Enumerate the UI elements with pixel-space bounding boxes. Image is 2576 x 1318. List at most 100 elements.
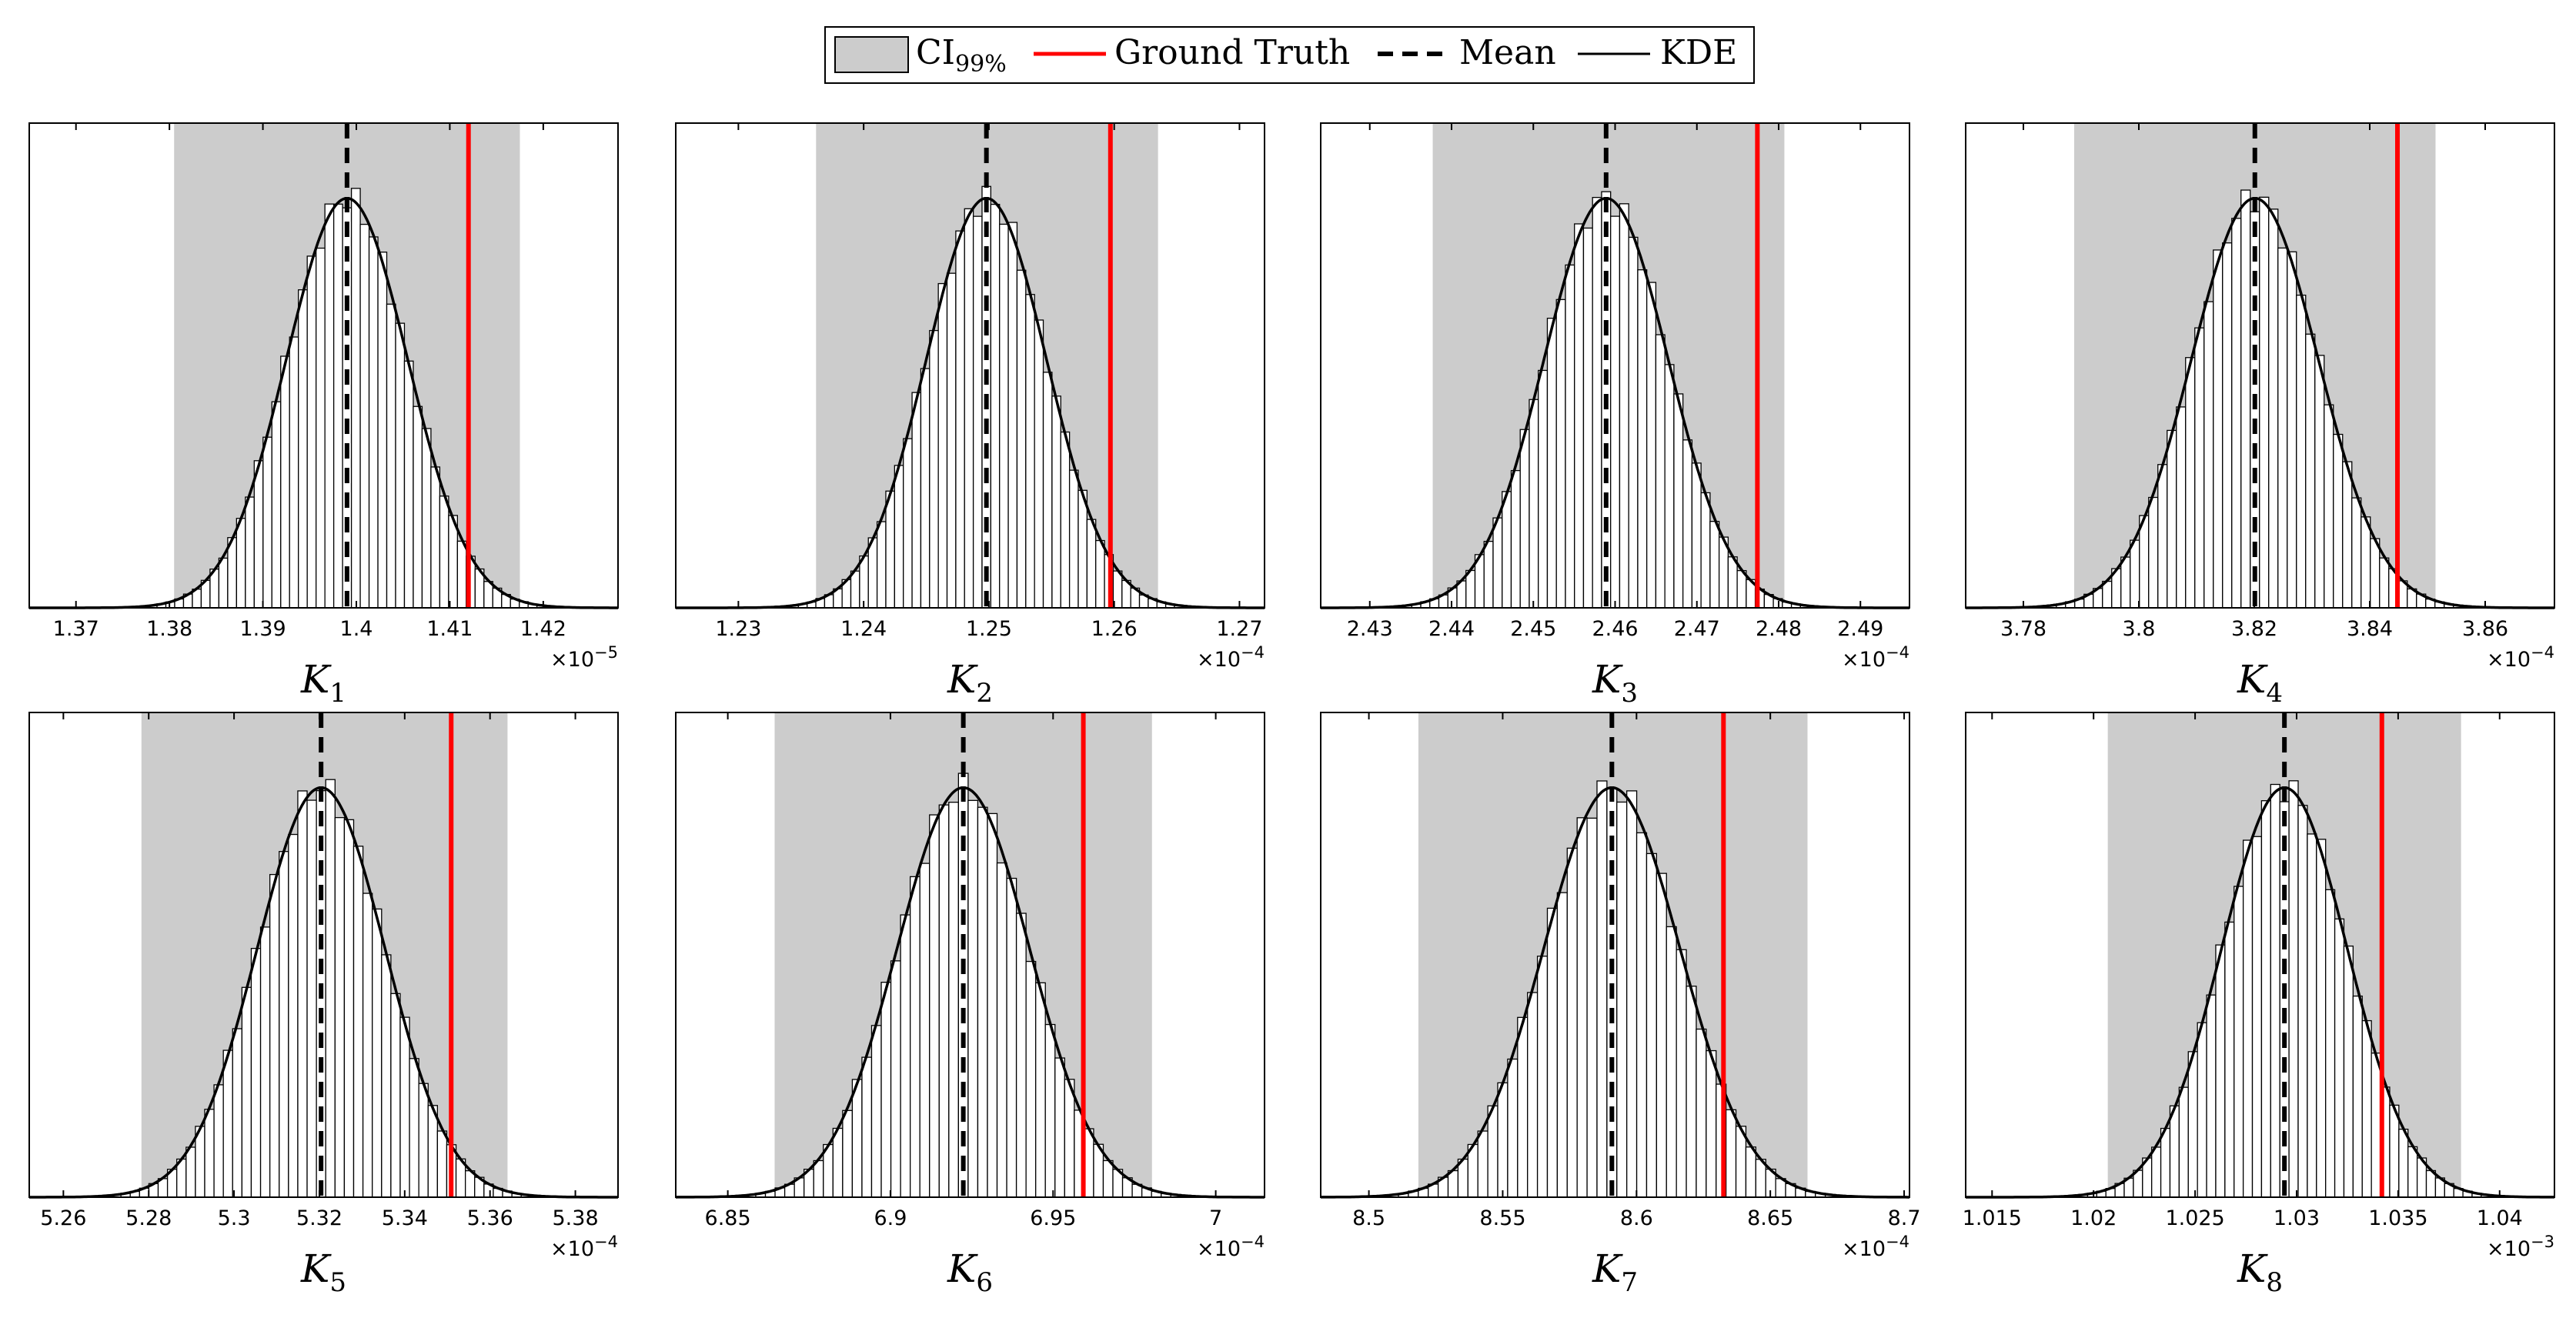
kde-curve (29, 786, 618, 1199)
histogram-bar (2203, 301, 2214, 609)
histogram-bar (813, 1160, 824, 1198)
histogram-bar (1536, 956, 1549, 1198)
histogram-bar (1538, 369, 1549, 609)
histogram-bar (2242, 839, 2254, 1198)
histogram-bar (430, 466, 441, 609)
histogram-bar (2160, 1127, 2171, 1198)
legend-mean-label: Mean (1459, 33, 1556, 72)
kde-curve (1966, 786, 2554, 1199)
kde-curve (1321, 786, 1909, 1199)
axis-exponent-base: ×10 (550, 1237, 594, 1261)
histogram-bar (1060, 431, 1071, 609)
histogram-bar (2371, 1053, 2381, 1198)
x-tick-label: 8.55 (1479, 1206, 1525, 1230)
histogram-bar (2352, 995, 2363, 1198)
x-axis-label-subscript: 1 (329, 678, 346, 709)
x-tick-label: 1.025 (2165, 1206, 2224, 1230)
histogram-bar (403, 360, 414, 609)
axis-exponent-power: −4 (1241, 643, 1265, 662)
histogram-bar (1497, 1082, 1509, 1198)
histogram-bar (1465, 569, 1476, 609)
legend-ci-text: CI (916, 33, 955, 72)
x-tick-label: 5.3 (218, 1206, 251, 1230)
histogram-bar (269, 873, 280, 1198)
x-tick-label: 5.26 (40, 1206, 86, 1230)
axis-exponent-power: −4 (594, 1233, 618, 1251)
x-tick-label: 3.84 (2347, 617, 2393, 641)
x-tick-label: 1.23 (715, 617, 761, 641)
x-axis-label-symbol: K (1592, 1246, 1623, 1291)
histogram-bar (2213, 249, 2224, 609)
histogram-bar (1483, 540, 1494, 609)
axes-frame (28, 712, 619, 1198)
histogram-bar (1725, 1109, 1737, 1198)
histogram-bar (413, 405, 423, 609)
x-axis-label-symbol: K (2237, 1246, 2268, 1291)
histogram-bar (1034, 319, 1044, 609)
histogram-bar (2342, 461, 2353, 609)
histogram-bar (2361, 1019, 2372, 1198)
histogram-bar (842, 1109, 854, 1198)
histogram-bar (2379, 557, 2390, 609)
x-axis-label-symbol: K (947, 1246, 978, 1291)
axis-exponent-base: ×10 (2487, 648, 2531, 672)
histogram-bar (1035, 982, 1046, 1198)
histogram-bar (1682, 439, 1693, 609)
legend-truth-label: Ground Truth (1114, 33, 1350, 72)
x-axis-label: K8 (2237, 1246, 2283, 1298)
histogram-bar (851, 1079, 863, 1198)
histogram-bar (316, 247, 326, 609)
kde-curve (1321, 196, 1909, 609)
axis-exponent-power: −5 (594, 643, 618, 662)
histogram-bar (1068, 469, 1079, 609)
legend-kde-label: KDE (1660, 33, 1737, 72)
histogram-bar (1637, 269, 1648, 609)
histogram-bar (900, 914, 911, 1198)
legend: CI99% Ground Truth Mean KDE (824, 26, 1755, 84)
panel-k5: 5.26 5.28 5.3 5.32 5.34 5.36 5.38 ×10−4 K5 (28, 712, 619, 1298)
histogram-bar (1645, 853, 1658, 1198)
x-tick-label: 1.37 (53, 617, 99, 641)
histogram-bar (262, 436, 272, 609)
x-tick-label: 1.02 (2070, 1206, 2117, 1230)
panel-k2: 1.23 1.24 1.25 1.26 1.27×10−4K2 (675, 122, 1265, 709)
histogram-bar (1025, 960, 1037, 1198)
histogram-bar (1546, 907, 1559, 1198)
histogram-bar (271, 401, 282, 609)
histogram-bar (390, 993, 401, 1198)
x-tick-label: 3.78 (2000, 617, 2046, 641)
histogram-bar (929, 329, 939, 609)
histogram-bar (352, 846, 364, 1198)
x-axis-label-subscript: 8 (2266, 1267, 2283, 1298)
kde-curve (675, 786, 1265, 1199)
legend-ci-swatch (834, 36, 909, 73)
x-tick-label: 7 (1209, 1206, 1222, 1230)
x-tick-label: 2.47 (1674, 617, 1720, 641)
histogram-bar (288, 833, 299, 1198)
histogram-bar (241, 986, 252, 1198)
histogram-bar (2260, 800, 2271, 1198)
histogram-bar (1582, 227, 1593, 609)
histogram-bar (885, 490, 895, 609)
histogram-bar (1517, 1016, 1529, 1198)
histogram-bar (2197, 1022, 2207, 1198)
axis-exponent: ×10−4 (1197, 643, 1265, 672)
axis-exponent: ×10−4 (550, 1233, 618, 1261)
x-tick-label: 1.4 (340, 617, 373, 641)
histogram-bar (2343, 945, 2354, 1198)
histogram-bar (2288, 780, 2299, 1198)
axes-frame (28, 122, 619, 609)
x-axis-label-symbol: K (947, 657, 978, 702)
histogram-bar (977, 806, 988, 1198)
x-tick-label: 1.015 (1963, 1206, 2022, 1230)
histogram-bar (2120, 556, 2131, 609)
panel-k4: 3.78 3.8 3.82 3.84 3.86×10−4K4 (1965, 122, 2555, 709)
x-tick-label: 1.26 (1091, 617, 1138, 641)
axis-exponent: ×10−3 (2487, 1233, 2554, 1261)
histogram-bar (2234, 886, 2244, 1198)
histogram-bar (253, 460, 264, 609)
histogram-bar (395, 322, 406, 609)
histogram-bar (972, 215, 983, 609)
histogram-bar (999, 223, 1009, 609)
histogram-bar (1646, 282, 1657, 609)
